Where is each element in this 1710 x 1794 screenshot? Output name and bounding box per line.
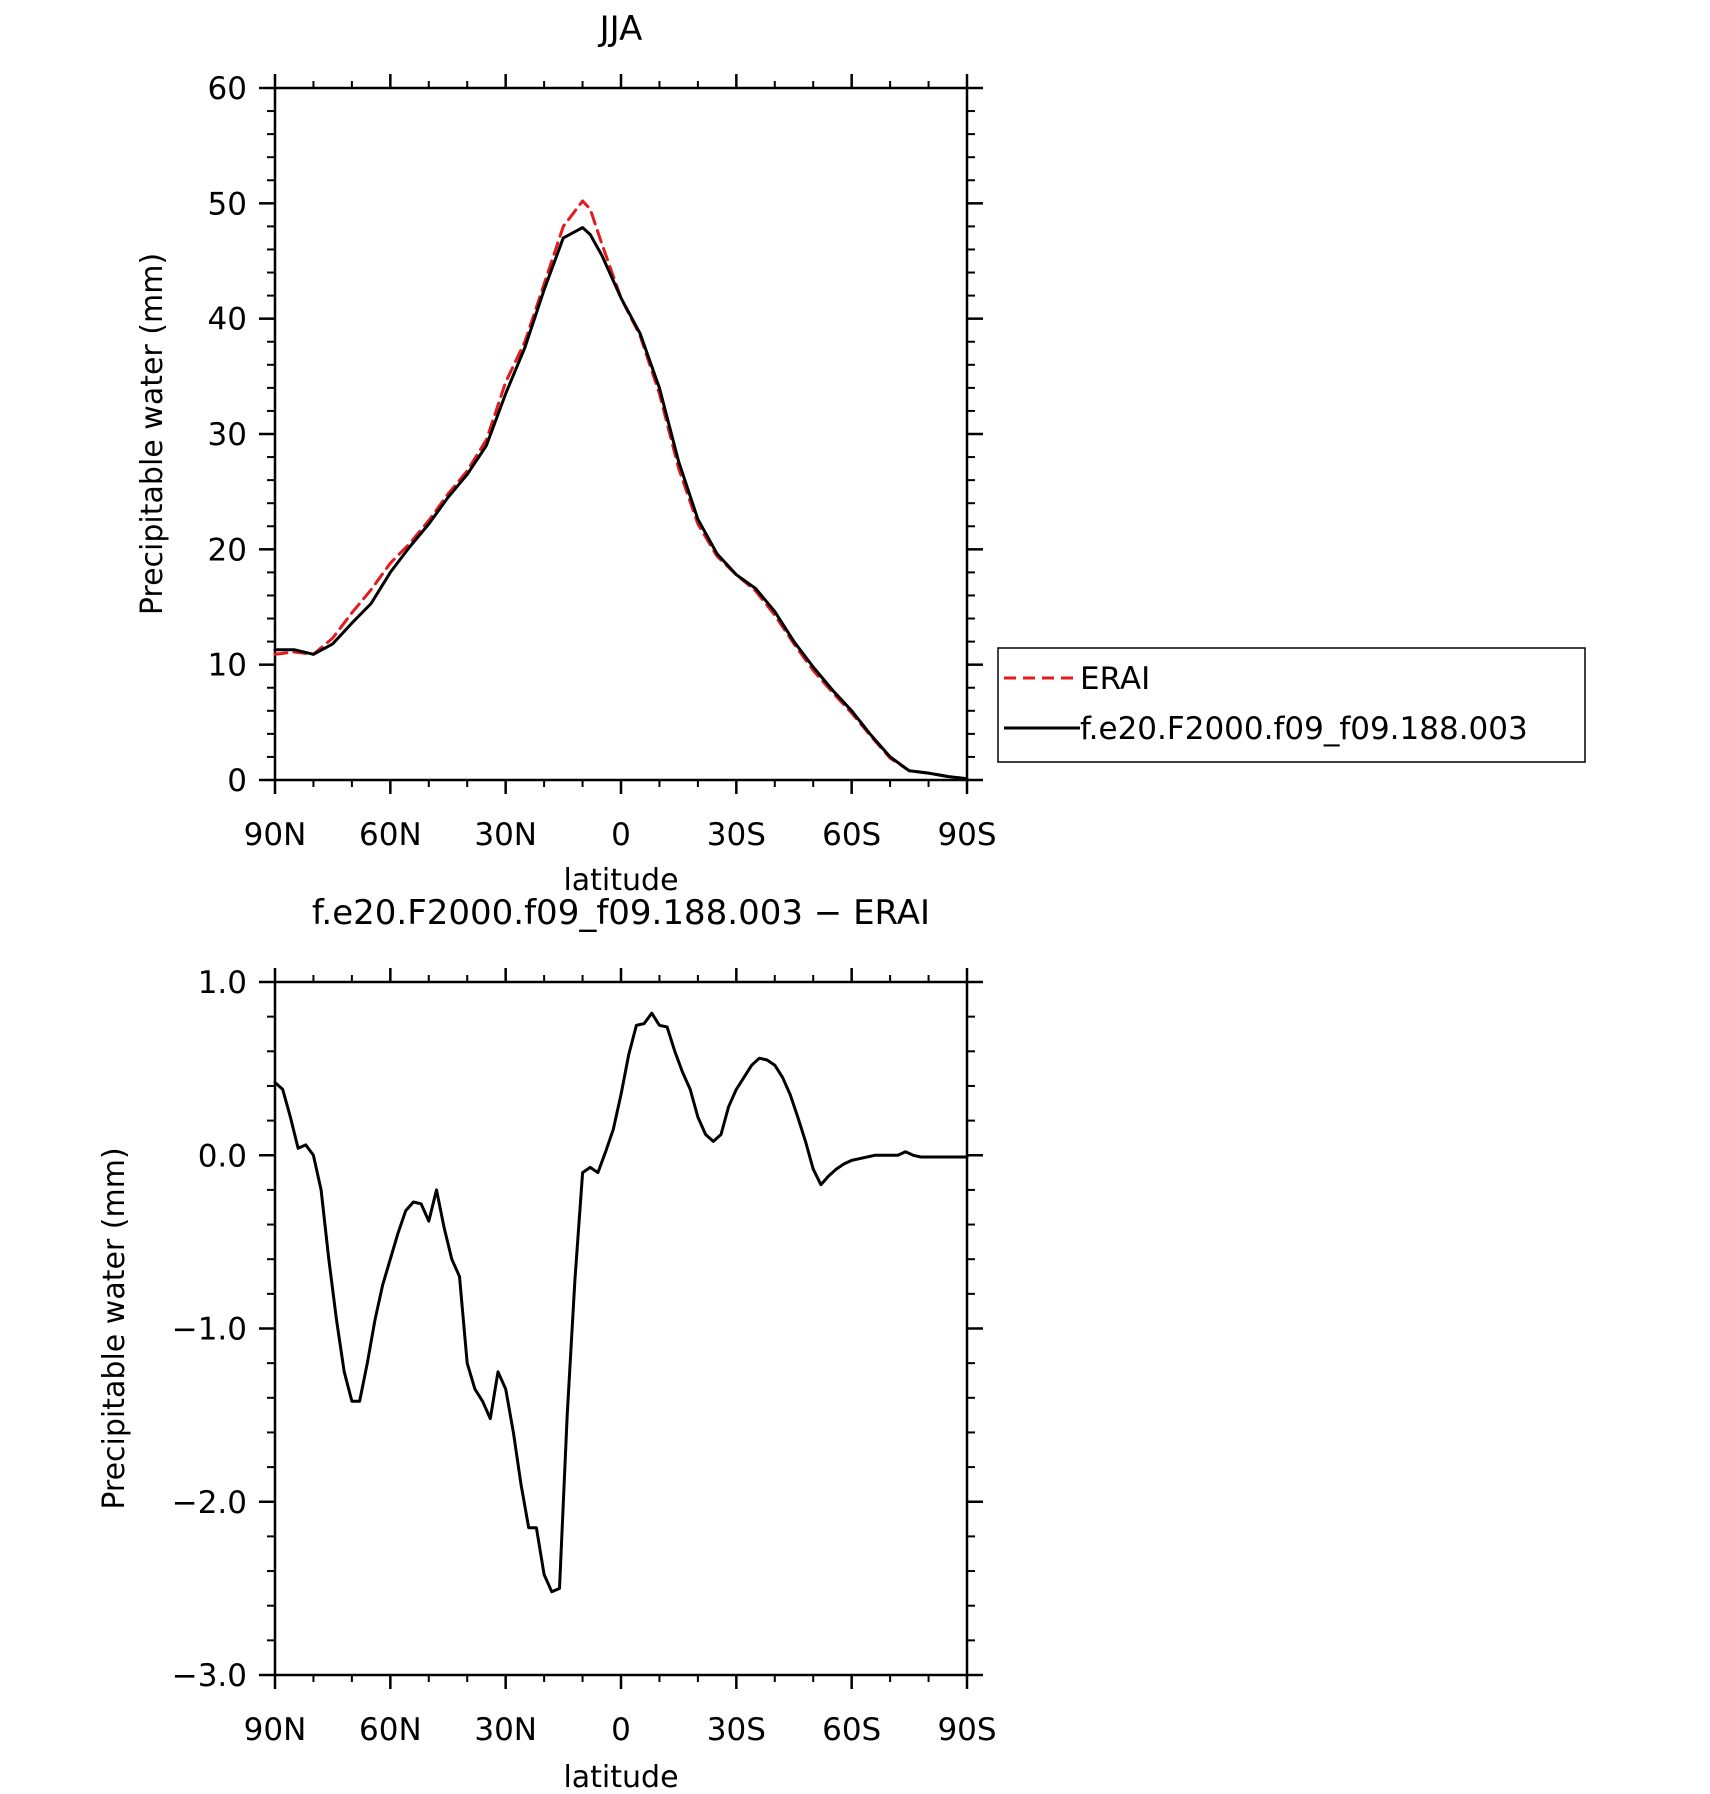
y-tick-label: 0 — [227, 763, 247, 799]
x-axis-label: latitude — [563, 1760, 678, 1794]
y-tick-label: 30 — [208, 417, 247, 453]
y-axis-label: Precipitable water (mm) — [135, 253, 170, 615]
plot-frame — [273, 86, 969, 782]
x-tick-label: 0 — [611, 817, 631, 853]
x-tick-label: 90S — [937, 1712, 996, 1748]
chart-title: JJA — [598, 9, 643, 49]
y-tick-label: 40 — [208, 302, 247, 338]
y-tick-label: 10 — [208, 648, 247, 684]
y-tick-label: −3.0 — [172, 1658, 247, 1694]
y-tick-label: 50 — [208, 186, 247, 222]
bottom-panel-difference: 90N 60N 30N 0 30S 60S 90S 1.0 0.0 −1.0 −2.0 −3.0 f.e… — [97, 893, 997, 1794]
series-line-0 — [273, 1011, 969, 1594]
legend-box — [997, 647, 1586, 763]
y-axis-label: Precipitable water (mm) — [97, 1147, 132, 1509]
y-tick-label: −2.0 — [172, 1485, 247, 1521]
x-axis-label: latitude — [563, 863, 678, 898]
y-tick-label: 20 — [208, 532, 247, 568]
legend: ERAI f.e20.F2000.f09_f09.188.003 — [997, 647, 1586, 763]
x-tick-label: 30N — [474, 1712, 537, 1748]
x-tick-label: 30N — [474, 817, 537, 853]
x-tick-label: 90N — [244, 1712, 307, 1748]
x-tick-label: 60S — [822, 817, 881, 853]
plot-frame — [273, 980, 969, 1677]
series-line-0 — [273, 199, 969, 781]
y-tick-label: 60 — [208, 71, 247, 107]
x-tick-label: 60S — [822, 1712, 881, 1748]
x-tick-label: 60N — [359, 1712, 422, 1748]
x-tick-label: 90N — [244, 817, 307, 853]
x-tick-label: 0 — [611, 1712, 631, 1748]
y-tick-label: 1.0 — [198, 965, 247, 1001]
y-tick-label: 0.0 — [198, 1138, 247, 1174]
x-tick-label: 90S — [937, 817, 996, 853]
y-tick-label: −1.0 — [172, 1312, 247, 1348]
series-line-1 — [273, 226, 969, 781]
x-tick-label: 30S — [707, 1712, 766, 1748]
legend-entry-1: f.e20.F2000.f09_f09.188.003 — [1080, 711, 1528, 747]
chart-title: f.e20.F2000.f09_f09.188.003 − ERAI — [312, 893, 930, 933]
x-tick-label: 60N — [359, 817, 422, 853]
legend-entry-0: ERAI — [1080, 661, 1150, 697]
top-panel-precipitable-water: 90N 60N 30N 0 30S 60S 90S 0 10 20 30 40 50 60 JJA latit… — [135, 9, 997, 898]
x-tick-label: 30S — [707, 817, 766, 853]
